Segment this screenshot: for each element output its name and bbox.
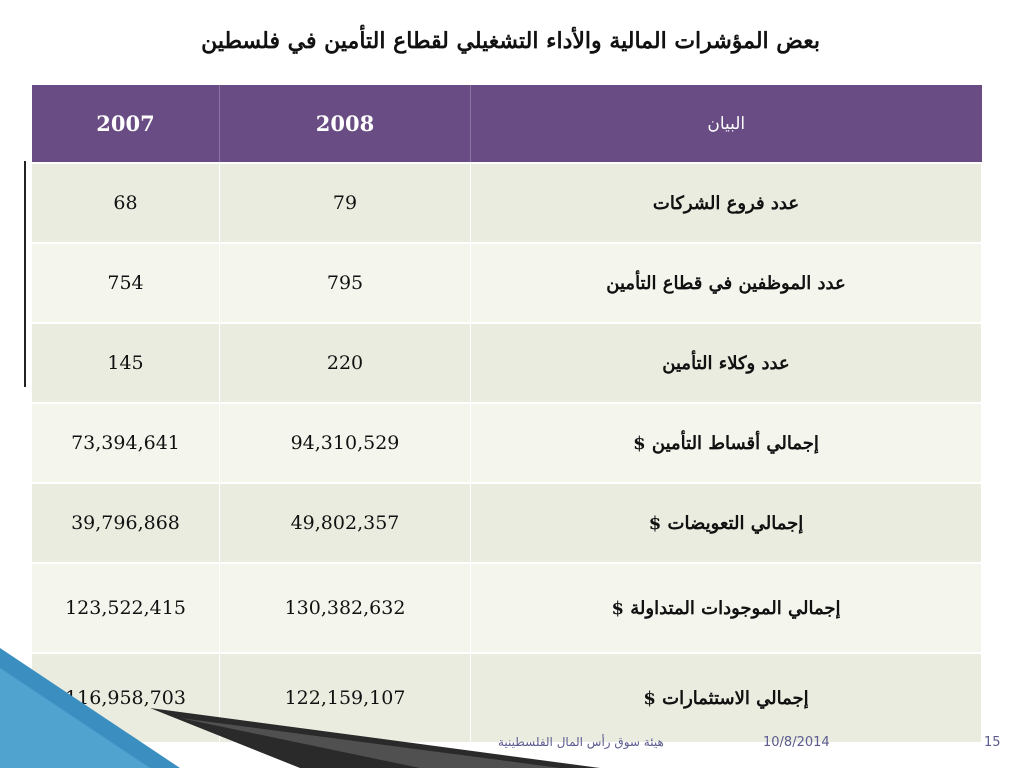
header-2008: 2008 — [219, 85, 471, 163]
slide-title: بعض المؤشرات المالية والأداء التشغيلي لق… — [201, 28, 820, 54]
swoosh-light-blue-shape — [0, 668, 150, 768]
row-label: إجمالي التعويضات $ — [470, 482, 982, 563]
cell-2008: 49,802,357 — [219, 482, 471, 563]
row-label: إجمالي أقساط التأمين $ — [470, 402, 982, 483]
cell-2007: 73,394,641 — [32, 402, 220, 483]
table-row: 39,796,868 49,802,357 إجمالي التعويضات $ — [32, 482, 982, 563]
header-2007: 2007 — [32, 85, 220, 163]
swoosh-dark-shape — [150, 708, 600, 768]
cell-2008: 130,382,632 — [219, 562, 471, 653]
table-row: 73,394,641 94,310,529 إجمالي أقساط التأم… — [32, 402, 982, 483]
cell-2007: 145 — [32, 322, 220, 403]
table-row: 68 79 عدد فروع الشركات — [32, 162, 982, 243]
swoosh-graphic — [0, 648, 600, 768]
table-header-row: 2007 2008 البيان — [32, 85, 982, 163]
footer-organization: هيئة سوق رأس المال الفلسطينية — [498, 735, 664, 749]
cell-2007: 123,522,415 — [32, 562, 220, 653]
row-label: إجمالي الاستثمارات $ — [470, 652, 982, 742]
cell-2007: 754 — [32, 242, 220, 323]
cell-2008: 795 — [219, 242, 471, 323]
row-label: عدد الموظفين في قطاع التأمين — [470, 242, 982, 323]
decorative-swoosh — [0, 628, 600, 768]
footer-page-number: 15 — [984, 735, 1001, 750]
swoosh-grey-shape — [180, 718, 560, 768]
row-label: عدد فروع الشركات — [470, 162, 982, 243]
cell-2007: 39,796,868 — [32, 482, 220, 563]
row-label: عدد وكلاء التأمين — [470, 322, 982, 403]
table-row: 754 795 عدد الموظفين في قطاع التأمين — [32, 242, 982, 323]
table-row: 145 220 عدد وكلاء التأمين — [32, 322, 982, 403]
header-description: البيان — [470, 85, 982, 163]
cell-2008: 94,310,529 — [219, 402, 471, 483]
table-row: 123,522,415 130,382,632 إجمالي الموجودات… — [32, 562, 982, 653]
table-left-bar — [24, 161, 26, 387]
cell-2008: 220 — [219, 322, 471, 403]
cell-2007: 68 — [32, 162, 220, 243]
footer-date: 10/8/2014 — [763, 735, 830, 750]
row-label: إجمالي الموجودات المتداولة $ — [470, 562, 982, 653]
cell-2008: 79 — [219, 162, 471, 243]
